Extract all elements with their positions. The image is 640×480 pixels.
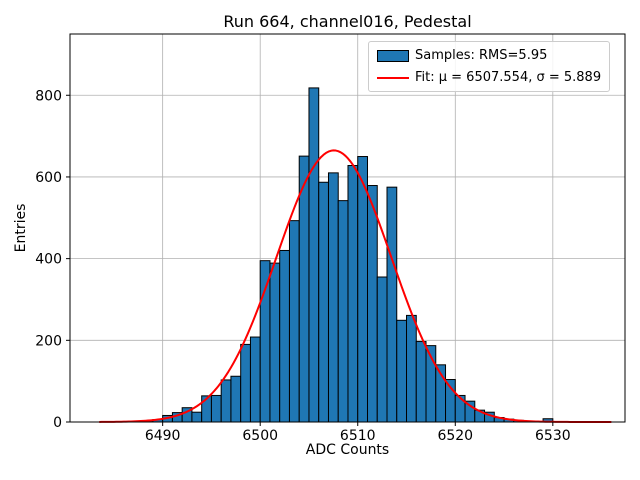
legend-fit-label: Fit: μ = 6507.554, σ = 5.889	[415, 70, 602, 85]
x-tick-label: 6510	[340, 428, 376, 444]
x-tick-label: 6490	[145, 428, 181, 444]
x-tick-label: 6530	[535, 428, 571, 444]
histogram-bar	[230, 375, 242, 423]
y-tick-label: 0	[53, 415, 62, 431]
histogram-bar	[259, 260, 271, 423]
histogram-bar	[210, 394, 222, 423]
histogram-bar	[308, 87, 320, 423]
histogram-bar	[298, 155, 310, 423]
histogram-bar	[269, 262, 281, 423]
legend-entry-fit: Fit: μ = 6507.554, σ = 5.889	[377, 70, 601, 85]
x-axis-label: ADC Counts	[305, 442, 390, 458]
y-axis-label: Entries	[13, 203, 29, 253]
histogram-bar	[415, 341, 427, 423]
histogram-bar	[318, 181, 329, 423]
legend-entry-samples: Samples: RMS=5.95	[377, 48, 601, 63]
histogram-bar	[406, 314, 417, 423]
histogram-bar	[347, 165, 359, 423]
fit-line-icon	[377, 76, 409, 79]
histogram-bar	[279, 249, 290, 423]
legend-samples-label: Samples: RMS=5.95	[415, 48, 548, 63]
histogram-bar	[357, 156, 368, 423]
y-tick-label: 400	[35, 252, 62, 268]
histogram-bar	[249, 336, 261, 423]
histogram-bar	[366, 185, 378, 423]
legend: Samples: RMS=5.95 Fit: μ = 6507.554, σ =…	[368, 41, 610, 92]
histogram-bar	[220, 379, 232, 423]
histogram-bar	[454, 394, 466, 423]
histogram-bar	[288, 220, 300, 423]
x-tick-label: 6520	[437, 428, 473, 444]
y-tick-label: 600	[35, 170, 62, 186]
samples-swatch-icon	[377, 49, 409, 62]
histogram-bar	[376, 276, 388, 423]
histogram-bar	[386, 186, 398, 423]
chart-title: Run 664, channel016, Pedestal	[223, 12, 472, 31]
y-tick-label: 200	[35, 333, 62, 349]
histogram-bar	[337, 200, 349, 423]
histogram-bar	[240, 343, 251, 423]
histogram-bar	[396, 319, 408, 423]
x-tick-label: 6500	[242, 428, 278, 444]
plot-frame	[69, 33, 626, 423]
histogram-bar	[327, 172, 339, 423]
y-tick-label: 800	[35, 88, 62, 104]
fit-curve	[99, 149, 612, 423]
histogram-bar	[191, 411, 203, 423]
